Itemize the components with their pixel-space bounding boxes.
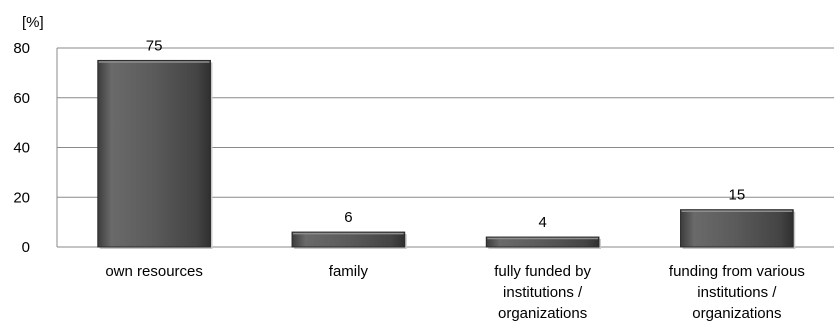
- y-tick-label: 80: [13, 40, 30, 57]
- x-category-label: fully funded by: [494, 263, 591, 280]
- y-tick-label: 60: [13, 90, 30, 107]
- bar: [680, 209, 794, 248]
- x-category-label: institutions /: [503, 284, 583, 301]
- y-tick-label: 20: [13, 189, 30, 206]
- y-unit-label: [%]: [22, 14, 44, 31]
- x-category-label: organizations: [692, 305, 781, 322]
- y-tick-label: 40: [13, 140, 30, 157]
- bar: [97, 59, 211, 248]
- x-category-label: institutions /: [697, 284, 777, 301]
- y-tick-label: 0: [22, 239, 30, 256]
- x-category-label: funding from various: [669, 263, 805, 280]
- x-category-label: own resources: [105, 263, 203, 280]
- bar: [291, 231, 406, 248]
- data-label: 75: [146, 37, 163, 54]
- bar: [485, 236, 600, 248]
- data-label: 6: [344, 209, 352, 226]
- data-label: 4: [538, 214, 546, 231]
- x-category-label: family: [329, 263, 369, 280]
- x-category-label: organizations: [498, 305, 587, 322]
- data-label: 15: [729, 187, 746, 204]
